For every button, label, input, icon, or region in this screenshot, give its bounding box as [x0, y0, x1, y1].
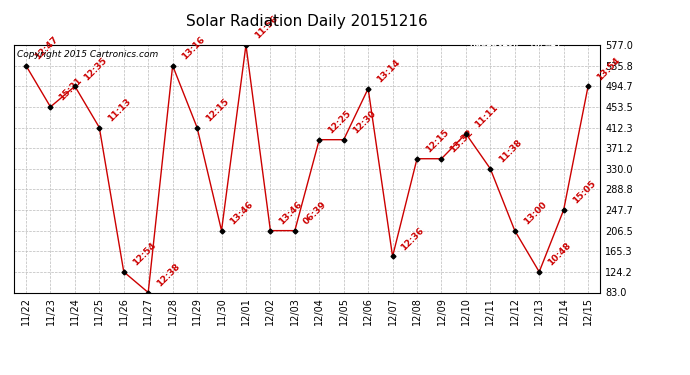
- Title: Solar Radiation Daily 20151216: Solar Radiation Daily 20151216: [186, 13, 428, 28]
- Text: 12:38: 12:38: [155, 262, 181, 288]
- Text: 11:11: 11:11: [473, 103, 500, 129]
- Text: 12:54: 12:54: [130, 241, 157, 268]
- Text: Copyright 2015 Cartronics.com: Copyright 2015 Cartronics.com: [17, 50, 158, 59]
- Text: 11:56: 11:56: [253, 14, 279, 41]
- Text: 13:46: 13:46: [228, 200, 255, 226]
- Text: 13:46: 13:46: [277, 200, 304, 226]
- Text: 13:54: 13:54: [595, 56, 622, 82]
- Text: 12:36: 12:36: [400, 226, 426, 252]
- Text: 06:39: 06:39: [302, 200, 328, 226]
- Text: 15:21: 15:21: [57, 76, 84, 103]
- Text: 12:47: 12:47: [33, 35, 60, 62]
- Text: 12:15: 12:15: [424, 128, 451, 154]
- Text: 15:05: 15:05: [571, 179, 597, 206]
- Text: 12:30: 12:30: [351, 109, 377, 135]
- Text: 13:16: 13:16: [179, 35, 206, 62]
- Text: 12:25: 12:25: [326, 109, 353, 135]
- Text: 12:15: 12:15: [204, 97, 230, 123]
- Text: 10:48: 10:48: [546, 241, 573, 268]
- Text: 12:35: 12:35: [82, 56, 108, 82]
- Text: 13:32: 13:32: [448, 128, 475, 154]
- Text: 13:14: 13:14: [375, 58, 402, 84]
- Text: 11:38: 11:38: [497, 138, 524, 165]
- Text: 11:13: 11:13: [106, 97, 133, 123]
- Text: 13:00: 13:00: [522, 200, 548, 226]
